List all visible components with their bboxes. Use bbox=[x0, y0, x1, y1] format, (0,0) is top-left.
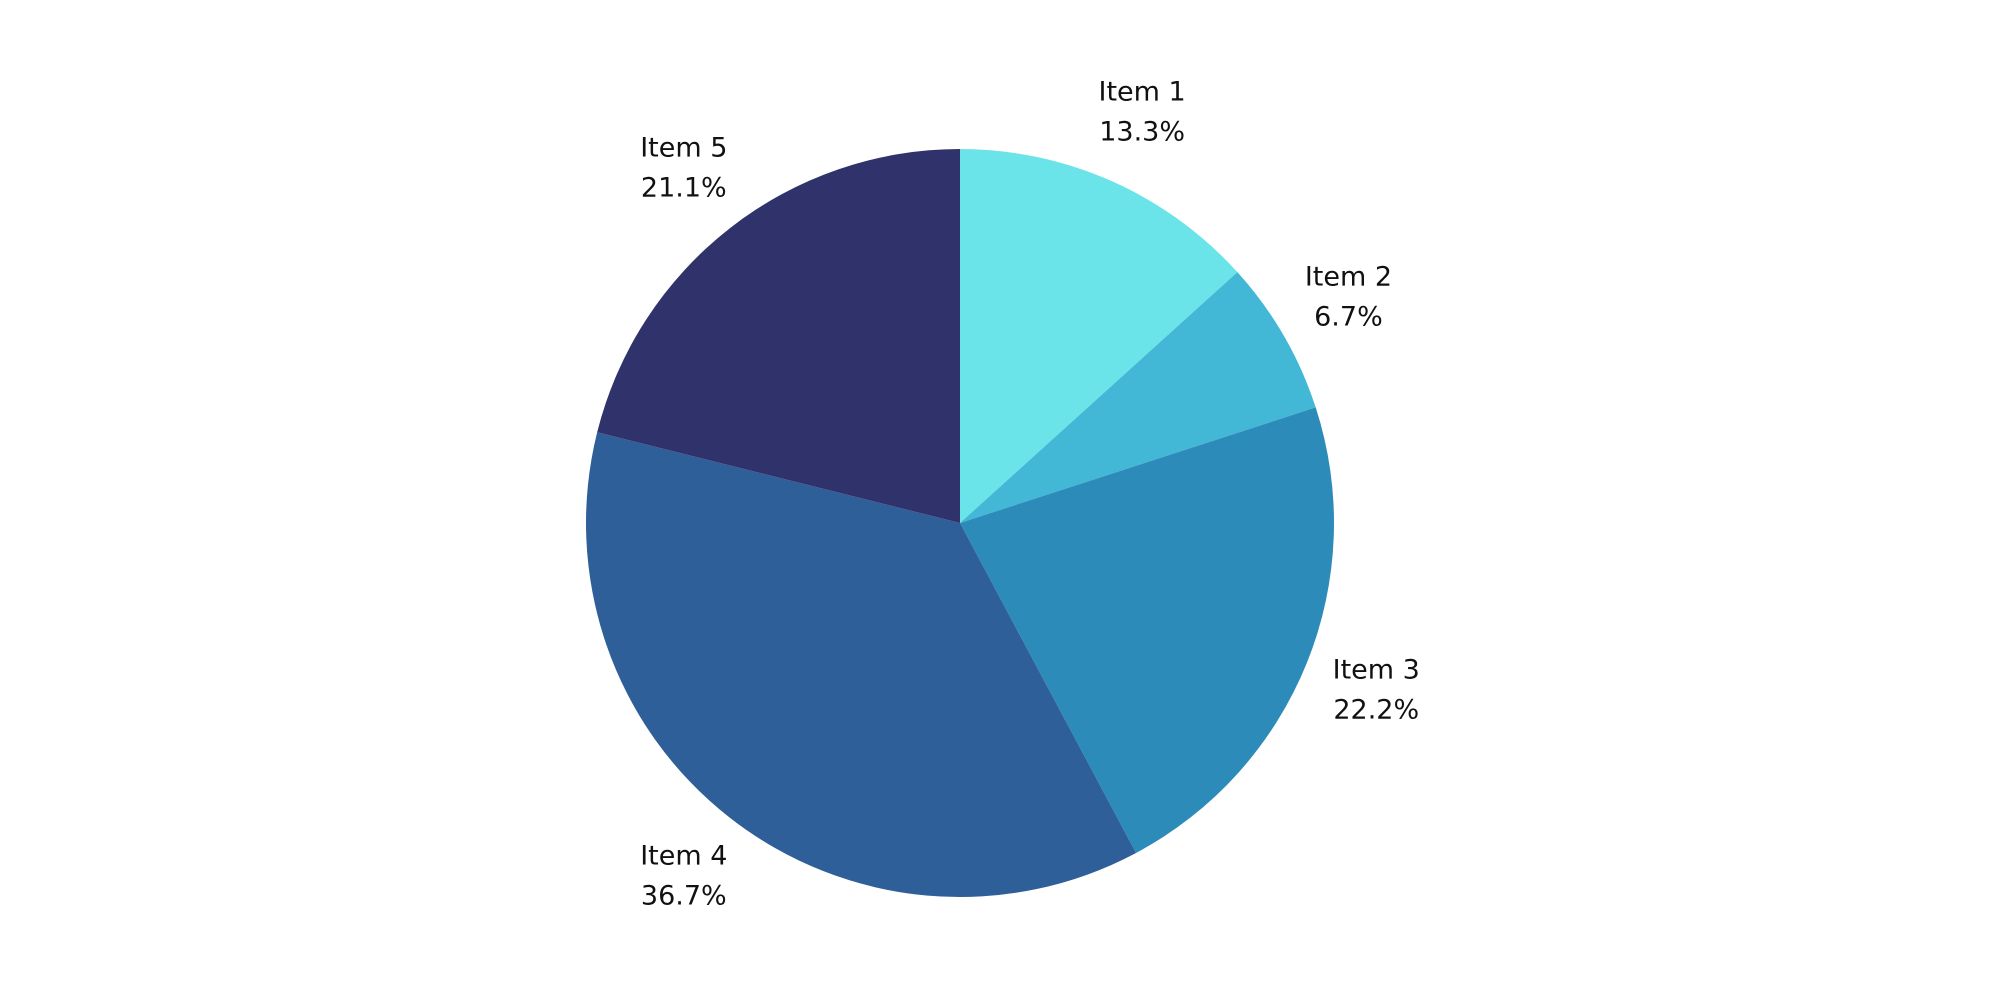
slice-value-label: 21.1% bbox=[641, 173, 727, 204]
pie-slice bbox=[960, 272, 1316, 523]
slice-value-label: 13.3% bbox=[1099, 116, 1185, 147]
pie-slice bbox=[960, 149, 1238, 523]
slice-value-label: 36.7% bbox=[641, 880, 727, 911]
slice-value-label: 22.2% bbox=[1333, 694, 1419, 725]
slice-label: Item 3 bbox=[1333, 654, 1420, 685]
slice-label: Item 2 bbox=[1305, 262, 1392, 293]
slice-value-label: 6.7% bbox=[1314, 302, 1383, 333]
slice-label: Item 4 bbox=[640, 840, 727, 871]
pie-slice bbox=[960, 407, 1334, 853]
pie-slice bbox=[586, 432, 1137, 897]
pie-slice bbox=[597, 149, 960, 523]
slice-label: Item 1 bbox=[1098, 76, 1185, 107]
slice-label: Item 5 bbox=[640, 133, 727, 164]
